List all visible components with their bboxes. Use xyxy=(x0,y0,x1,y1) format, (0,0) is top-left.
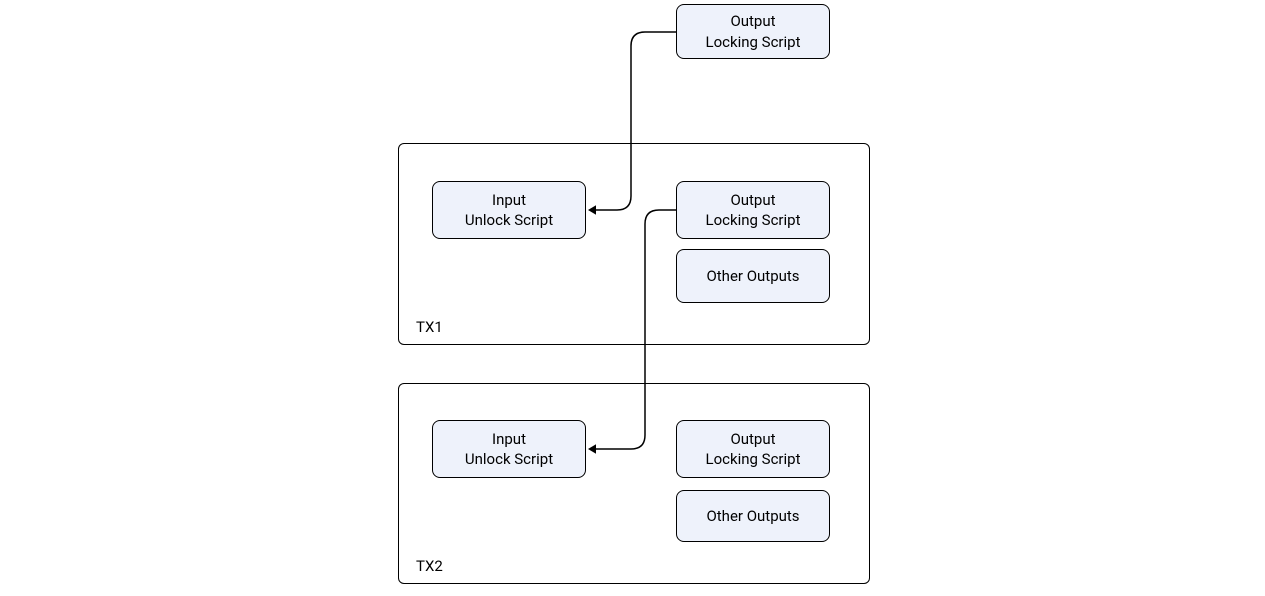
node-label: Output Locking Script xyxy=(706,11,801,52)
node-input-unlock-tx1: Input Unlock Script xyxy=(432,181,586,239)
node-label: Input Unlock Script xyxy=(465,429,553,470)
node-label: Output Locking Script xyxy=(706,429,801,470)
tx2-container xyxy=(398,383,870,584)
node-other-outputs-tx2: Other Outputs xyxy=(676,490,830,542)
node-label: Input Unlock Script xyxy=(465,190,553,231)
diagram-canvas: TX1 TX2 Output Locking Script Input Unlo… xyxy=(0,0,1265,596)
tx1-label: TX1 xyxy=(416,318,443,336)
node-input-unlock-tx2: Input Unlock Script xyxy=(432,420,586,478)
node-output-locking-tx2: Output Locking Script xyxy=(676,420,830,478)
node-output-locking-top: Output Locking Script xyxy=(676,4,830,59)
node-label: Other Outputs xyxy=(706,266,799,286)
tx1-container xyxy=(398,143,870,345)
tx2-label: TX2 xyxy=(416,557,443,575)
node-label: Output Locking Script xyxy=(706,190,801,231)
node-other-outputs-tx1: Other Outputs xyxy=(676,249,830,303)
node-output-locking-tx1: Output Locking Script xyxy=(676,181,830,239)
node-label: Other Outputs xyxy=(706,506,799,526)
